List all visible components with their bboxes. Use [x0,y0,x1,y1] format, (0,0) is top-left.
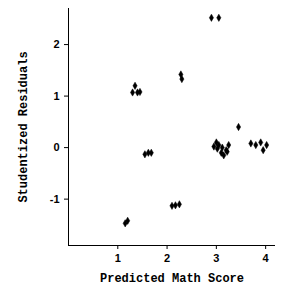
svg-text:1: 1 [115,252,121,264]
svg-text:2: 2 [164,252,170,264]
svg-text:-1: -1 [50,193,60,205]
svg-text:Studentized Residuals: Studentized Residuals [17,51,31,202]
svg-text:1: 1 [53,90,59,102]
svg-text:0: 0 [53,141,59,153]
svg-text:Predicted Math Score: Predicted Math Score [100,272,244,286]
svg-text:4: 4 [263,252,270,264]
svg-text:3: 3 [213,252,219,264]
svg-text:2: 2 [53,38,59,50]
